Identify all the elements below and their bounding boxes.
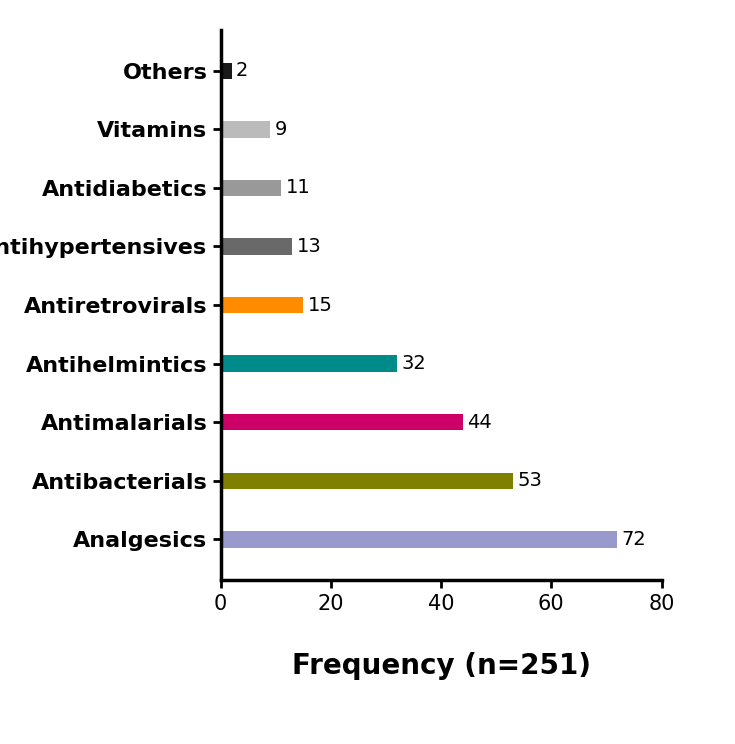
Bar [220,297,303,313]
Bar [220,531,617,548]
X-axis label: Frequency (n=251): Frequency (n=251) [292,652,590,681]
Bar [220,180,282,196]
Text: 44: 44 [467,413,492,432]
Text: 2: 2 [236,61,248,80]
Bar [220,414,463,430]
Text: 53: 53 [517,471,542,490]
Text: 13: 13 [297,237,321,256]
Bar [220,472,513,489]
Text: 11: 11 [285,179,310,197]
Text: 9: 9 [275,120,287,139]
Text: 32: 32 [401,354,426,373]
Bar [220,356,397,372]
Bar [220,62,232,79]
Text: 15: 15 [307,295,332,315]
Bar [220,121,270,138]
Bar [220,238,293,254]
Text: 72: 72 [622,530,647,549]
